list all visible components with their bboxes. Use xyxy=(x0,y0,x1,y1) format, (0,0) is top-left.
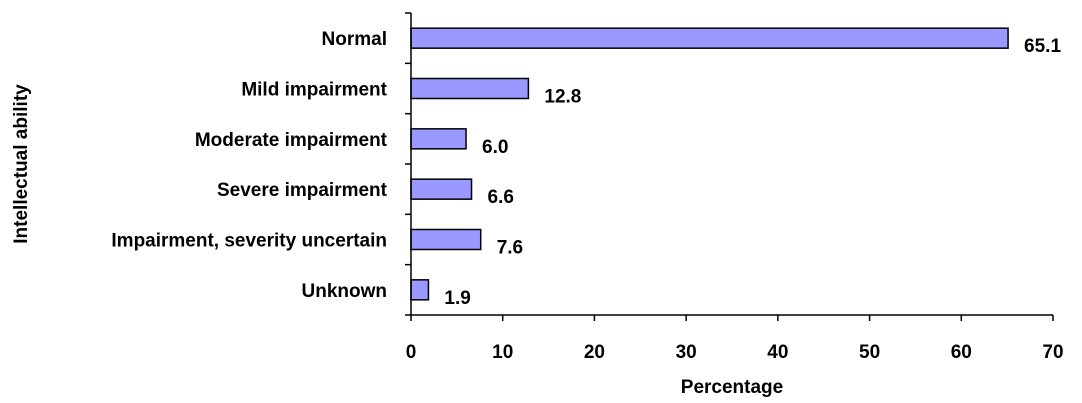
x-tick-label: 0 xyxy=(406,342,417,363)
x-tick-label: 60 xyxy=(951,342,972,363)
bar xyxy=(410,27,1009,49)
bar xyxy=(410,77,530,100)
bar xyxy=(410,279,430,301)
x-tick-label: 20 xyxy=(584,342,605,363)
data-label: 65.1 xyxy=(1024,36,1061,57)
bars-group xyxy=(410,27,1009,301)
x-tick-label: 40 xyxy=(767,342,788,363)
data-labels: 65.1 12.8 6.0 6.6 7.6 1.9 xyxy=(444,36,1061,309)
bar xyxy=(410,228,482,251)
x-tick-label: 10 xyxy=(492,342,513,363)
x-axis-ticks xyxy=(410,315,1054,321)
category-label: Severe impairment xyxy=(217,180,388,201)
data-label: 7.6 xyxy=(497,238,523,259)
category-label: Moderate impairment xyxy=(195,130,388,151)
data-label: 12.8 xyxy=(544,87,581,108)
x-axis-title: Percentage xyxy=(681,377,783,398)
x-tick-label: 50 xyxy=(859,342,880,363)
data-label: 6.6 xyxy=(488,187,514,208)
bar xyxy=(410,178,473,200)
data-label: 1.9 xyxy=(444,288,470,309)
data-label: 6.0 xyxy=(482,137,508,158)
category-labels: Normal Mild impairment Moderate impairment… xyxy=(111,29,387,302)
y-axis-title: Intellectual ability xyxy=(11,84,32,244)
category-label: Mild impairment xyxy=(241,80,387,101)
category-label: Impairment, severity uncertain xyxy=(111,231,387,252)
x-tick-labels: 0 10 20 30 40 50 60 70 xyxy=(406,342,1064,363)
category-label: Unknown xyxy=(302,281,388,302)
x-tick-label: 70 xyxy=(1042,342,1063,363)
category-label: Normal xyxy=(322,29,387,50)
y-axis-ticks xyxy=(405,12,411,316)
bar xyxy=(410,128,467,150)
x-tick-label: 30 xyxy=(676,342,697,363)
